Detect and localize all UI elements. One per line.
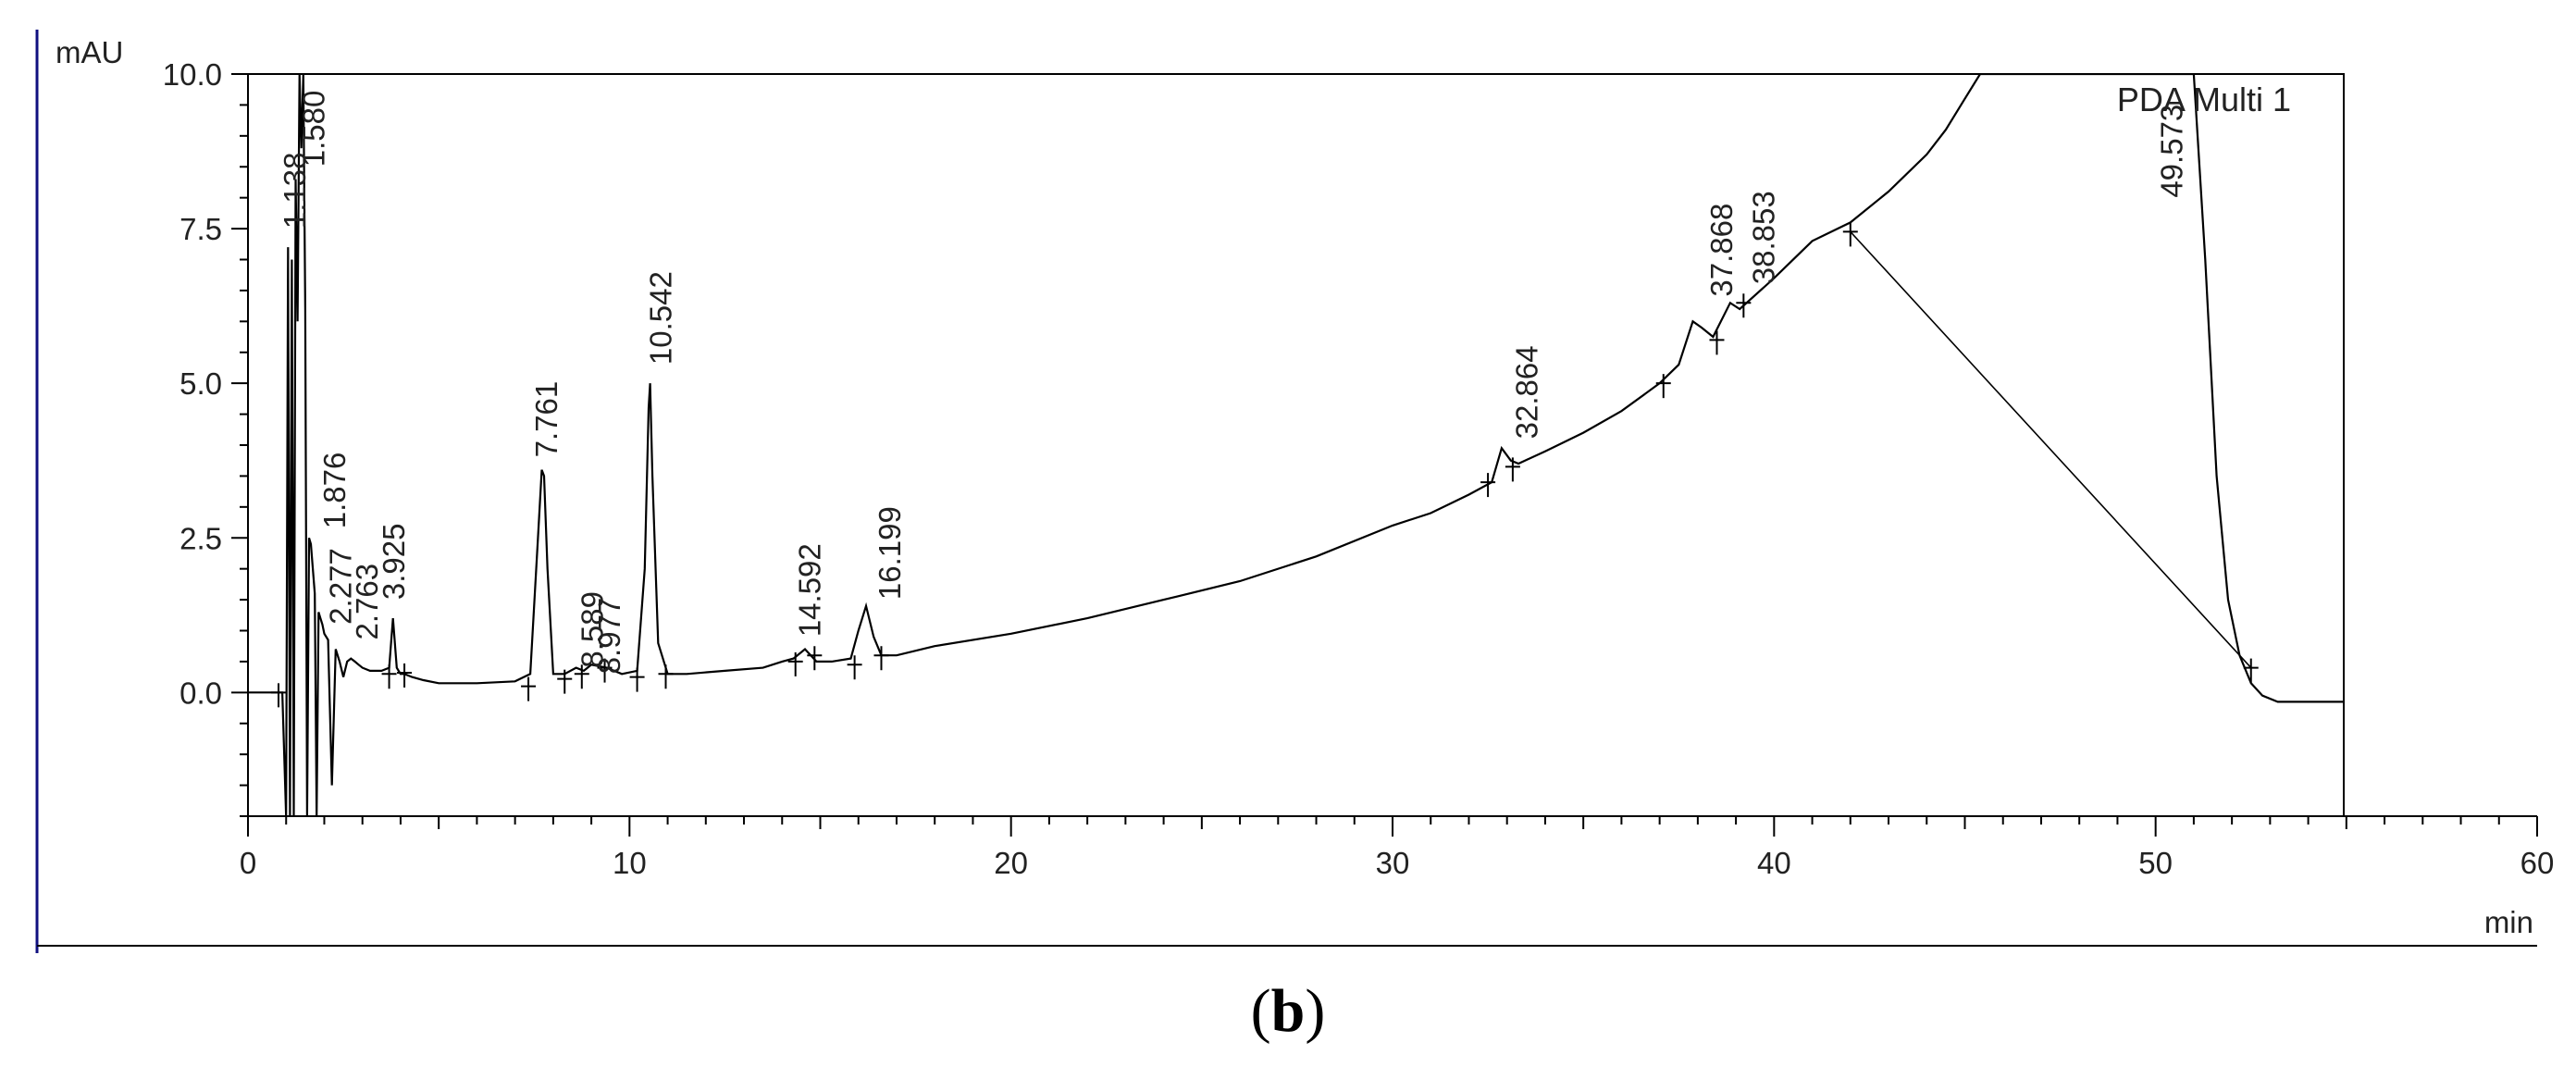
panel-label-open: ( [1250, 977, 1271, 1045]
y-tick-label: 10.0 [163, 57, 222, 92]
x-tick-label: 0 [240, 846, 256, 880]
peak-marker [521, 676, 537, 701]
x-tick-label: 30 [1376, 846, 1410, 880]
y-tick-label: 5.0 [180, 366, 222, 401]
peak-marker [270, 683, 286, 708]
peak-label: 7.761 [529, 381, 564, 458]
peak-marker [787, 651, 803, 676]
x-axis: 0 10 20 30 40 50 60 [240, 815, 2555, 880]
peak-marker [1709, 330, 1725, 355]
peak-label: 3.925 [377, 523, 411, 600]
x-tick-label: 50 [2138, 846, 2173, 880]
panel-label-close: ) [1305, 977, 1326, 1045]
peak-marker [1842, 222, 1858, 247]
baseline-segment [1850, 230, 2252, 669]
x-tick-label: 40 [1757, 846, 1791, 880]
legend-series-name: PDA Multi 1 [2117, 81, 2291, 118]
peak-marker [2243, 658, 2259, 683]
peak-marker [807, 646, 823, 671]
peak-marker [1736, 293, 1752, 318]
y-tick-label: 2.5 [180, 521, 222, 555]
peak-label: 14.592 [793, 543, 827, 637]
peak-label: 49.573 [2155, 105, 2189, 198]
peak-marker [557, 669, 573, 694]
peak-label: 37.868 [1704, 204, 1739, 297]
baselines [1850, 230, 2252, 669]
peak-marker [658, 664, 674, 689]
peak-marker [847, 655, 862, 680]
peak-marker [629, 667, 645, 692]
peak-marker [873, 646, 889, 671]
panel-label: (b) [0, 976, 2576, 1047]
peak-label: 2.277 [323, 548, 357, 625]
y-tick-label: 7.5 [180, 212, 222, 246]
peak-marker [1655, 374, 1671, 399]
x-tick-label: 20 [994, 846, 1028, 880]
peak-label: 2.763 [350, 564, 384, 640]
peak-marker [1505, 457, 1520, 482]
panel-label-letter: b [1270, 977, 1306, 1045]
plot-area [248, 74, 2344, 816]
peak-label: 1.580 [296, 91, 330, 167]
peak-marker [381, 664, 397, 689]
peak-markers [270, 222, 2259, 708]
peak-label: 8.589 [575, 591, 609, 668]
peak-label: 1.138 [278, 152, 312, 229]
peak-marker [1480, 473, 1496, 498]
peak-label: 16.199 [873, 506, 907, 600]
peak-marker [597, 658, 613, 683]
x-tick-label: 60 [2520, 846, 2555, 880]
y-axis-unit-label: mAU [56, 35, 123, 69]
peak-label: 1.876 [317, 453, 352, 529]
peak-marker [397, 663, 413, 688]
y-tick-label: 0.0 [180, 676, 222, 710]
peak-marker [574, 664, 589, 689]
peak-label: 38.853 [1746, 191, 1780, 284]
x-tick-label: 10 [613, 846, 647, 880]
peak-label: 32.864 [1510, 345, 1544, 439]
peak-label: 10.542 [644, 271, 678, 365]
series-line-pda-multi-1 [248, 74, 2344, 816]
y-axis: 0.0 2.5 5.0 7.5 10.0 [163, 57, 248, 817]
x-axis-unit-label: min [2484, 905, 2533, 939]
peak-label: 8.977 [592, 598, 626, 675]
